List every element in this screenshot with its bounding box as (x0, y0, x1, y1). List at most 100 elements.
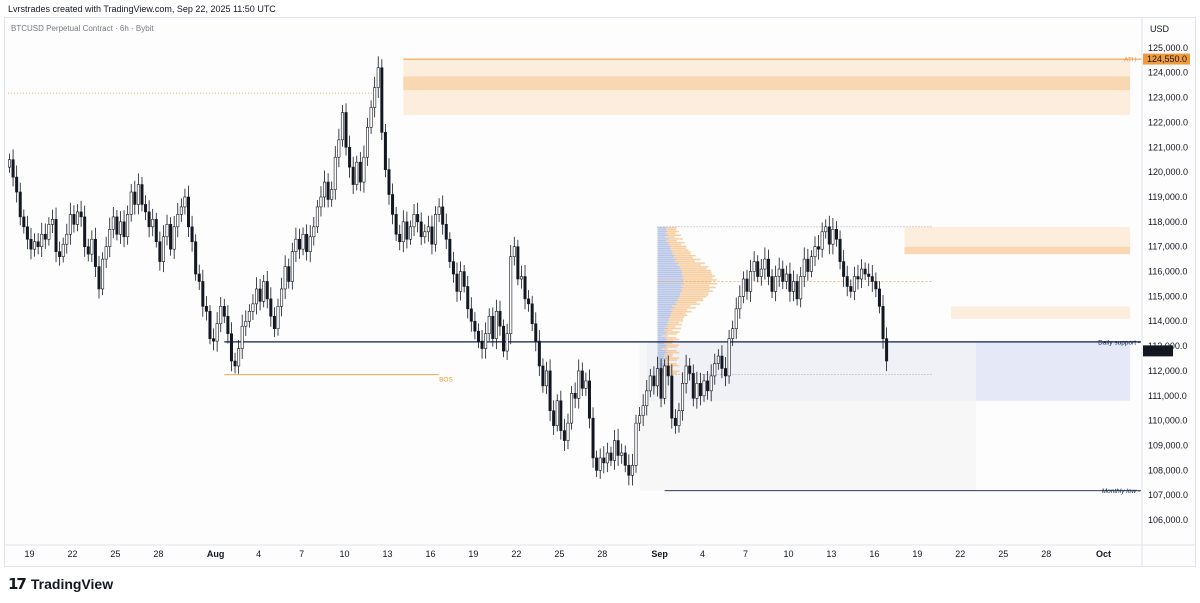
profile-bar-buy (657, 260, 675, 263)
candle (36, 233, 40, 255)
candle-down (18, 191, 22, 218)
candle-up (255, 288, 259, 305)
candle (258, 278, 262, 311)
candle-up (584, 380, 588, 389)
symbol-legend[interactable]: BTCUSD Perpetual Contract · 6h · Bybit (11, 24, 154, 33)
candle (534, 312, 538, 352)
candle-up (677, 410, 681, 426)
tradingview-logo[interactable]: 17 TradingView (8, 575, 113, 593)
candle (344, 103, 348, 156)
candle-up (280, 288, 284, 307)
profile-bar-sell (670, 314, 688, 317)
profile-bar-sell (674, 307, 696, 309)
candle (627, 454, 631, 486)
price-tick: 125,000.0 (1148, 43, 1188, 53)
candle (204, 296, 208, 321)
profile-bar-sell (675, 301, 697, 304)
candle (212, 328, 216, 351)
candle-up (165, 224, 169, 238)
profile-bar-sell (665, 236, 675, 238)
candle-down (208, 311, 212, 339)
candle-down (93, 238, 97, 267)
candle-up (136, 184, 140, 205)
profile-bar-buy (657, 254, 675, 257)
candle (348, 135, 352, 178)
candle (759, 258, 763, 286)
candle-up (408, 226, 412, 240)
candle-down (398, 233, 402, 243)
candle (416, 202, 420, 233)
profile-bar-sell (681, 281, 711, 283)
candle-down (154, 219, 158, 243)
candle (641, 394, 645, 427)
candle (559, 390, 563, 440)
brand-name: TradingView (30, 576, 114, 592)
profile-bar-sell (680, 266, 709, 268)
profile-bar-buy (657, 232, 666, 235)
candle (136, 173, 140, 215)
profile-bar-sell (681, 271, 712, 274)
candle (881, 295, 885, 349)
candle (262, 274, 266, 308)
time-tick: 22 (511, 549, 521, 559)
time-tick: Oct (1096, 549, 1111, 559)
candle (584, 372, 588, 396)
candle-up (727, 338, 731, 377)
price-tick: 123,000.0 (1148, 93, 1188, 103)
candle (265, 270, 269, 309)
candle-down (351, 166, 355, 185)
candle (144, 195, 148, 221)
time-tick: 28 (153, 549, 163, 559)
profile-bar-sell (680, 284, 710, 287)
candle (731, 320, 735, 346)
candle-up (176, 214, 180, 228)
price-tick: 117,000.0 (1148, 242, 1187, 252)
candle (305, 224, 309, 261)
profile-bar-buy (657, 329, 665, 332)
candle-up (802, 258, 806, 277)
candle-up (68, 214, 72, 235)
profile-bar-buy (657, 273, 683, 276)
time-tick: 19 (24, 549, 34, 559)
time-tick: 25 (110, 549, 120, 559)
candle (487, 308, 491, 341)
candle-up (237, 348, 241, 367)
candle (695, 371, 699, 409)
candle-down (212, 338, 216, 342)
profile-bar-buy (657, 241, 670, 244)
currency-label[interactable]: USD (1150, 24, 1170, 34)
time-tick: 19 (468, 549, 478, 559)
candle (301, 227, 305, 256)
profile-bar-sell (677, 297, 703, 300)
candle-down (706, 380, 710, 392)
candle-up (702, 380, 706, 397)
candle-up (76, 211, 80, 225)
candle-down (466, 286, 470, 310)
candle (838, 230, 842, 270)
candle (33, 233, 37, 257)
candle (8, 153, 12, 173)
candle-up (179, 206, 183, 215)
candle (208, 305, 212, 345)
candle (140, 176, 144, 212)
profile-bar-sell (666, 336, 677, 339)
time-tick: 4 (700, 549, 705, 559)
candle (287, 258, 291, 289)
candle (247, 304, 251, 328)
candle-down (348, 146, 352, 168)
candle (673, 409, 677, 434)
candle-down (441, 206, 445, 225)
candle (476, 323, 480, 349)
profile-bar-sell (674, 260, 695, 263)
candle-up (301, 233, 305, 250)
profile-bar-buy (657, 238, 669, 240)
candles-layer (8, 56, 889, 486)
candle (860, 259, 864, 288)
profile-bar-buy (657, 357, 668, 359)
candle-down (272, 315, 276, 330)
profile-bar-buy (657, 297, 678, 300)
profile-bar-sell (666, 346, 678, 348)
candle (244, 310, 248, 336)
candle-down (144, 204, 148, 213)
